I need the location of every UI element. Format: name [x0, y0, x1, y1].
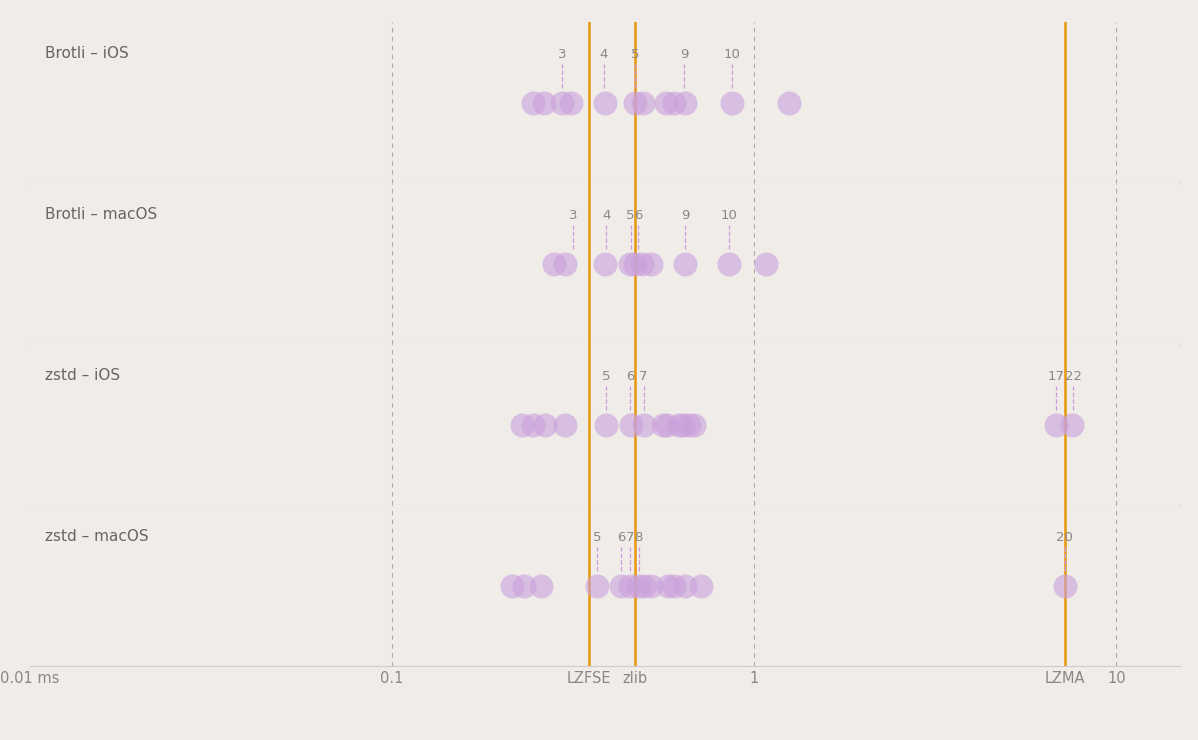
Point: [621, 419, 640, 431]
Point: [634, 419, 653, 431]
Point: [1063, 419, 1082, 431]
Point: [665, 579, 684, 591]
Point: [641, 258, 660, 269]
Point: [587, 579, 606, 591]
Point: [641, 579, 660, 591]
Point: [595, 97, 615, 109]
Point: [670, 419, 689, 431]
Point: [524, 97, 543, 109]
Point: [757, 258, 776, 269]
Point: [674, 419, 694, 431]
Text: 6: 6: [617, 531, 625, 544]
Text: 22: 22: [1065, 370, 1082, 383]
Text: zstd – macOS: zstd – macOS: [44, 529, 149, 544]
Point: [658, 419, 677, 431]
Text: 20: 20: [1057, 531, 1073, 544]
Point: [503, 579, 522, 591]
Point: [634, 579, 653, 591]
Point: [532, 579, 551, 591]
Point: [633, 97, 652, 109]
Text: Brotli – iOS: Brotli – iOS: [44, 47, 128, 61]
Point: [597, 419, 616, 431]
Point: [664, 97, 683, 109]
Point: [621, 258, 640, 269]
Point: [659, 579, 678, 591]
Text: 5: 5: [593, 531, 601, 544]
Text: 3: 3: [558, 48, 567, 61]
Text: 9: 9: [679, 48, 688, 61]
Text: 4: 4: [601, 209, 610, 222]
Point: [719, 258, 738, 269]
Point: [512, 419, 531, 431]
Point: [679, 419, 698, 431]
Point: [552, 97, 571, 109]
Point: [621, 579, 640, 591]
Point: [555, 258, 574, 269]
Point: [1055, 579, 1075, 591]
Point: [691, 579, 710, 591]
Point: [524, 419, 543, 431]
Text: 8: 8: [635, 531, 643, 544]
Point: [1046, 419, 1065, 431]
Text: 10: 10: [720, 209, 737, 222]
Text: zstd – iOS: zstd – iOS: [44, 369, 120, 383]
Point: [657, 97, 676, 109]
Point: [633, 258, 652, 269]
Text: 9: 9: [680, 209, 689, 222]
Point: [780, 97, 799, 109]
Point: [534, 97, 553, 109]
Point: [676, 258, 695, 269]
Text: 17: 17: [1047, 370, 1064, 383]
Point: [676, 97, 695, 109]
Point: [676, 579, 695, 591]
Text: 6: 6: [634, 209, 642, 222]
Point: [653, 419, 672, 431]
Text: 10: 10: [724, 48, 740, 61]
Text: Brotli – macOS: Brotli – macOS: [44, 207, 157, 222]
Point: [612, 579, 631, 591]
Text: 6: 6: [627, 370, 635, 383]
Point: [684, 419, 703, 431]
Point: [562, 97, 581, 109]
Text: 5: 5: [631, 48, 640, 61]
Text: 3: 3: [569, 209, 577, 222]
Point: [536, 419, 555, 431]
Point: [625, 97, 645, 109]
Text: 5: 5: [601, 370, 610, 383]
Text: 5: 5: [627, 209, 635, 222]
Point: [544, 258, 563, 269]
Text: 4: 4: [600, 48, 609, 61]
Point: [515, 579, 534, 591]
Point: [595, 258, 615, 269]
Point: [555, 419, 574, 431]
Point: [625, 258, 645, 269]
Point: [629, 579, 648, 591]
Point: [722, 97, 742, 109]
Text: 7: 7: [627, 531, 635, 544]
Text: 7: 7: [640, 370, 648, 383]
